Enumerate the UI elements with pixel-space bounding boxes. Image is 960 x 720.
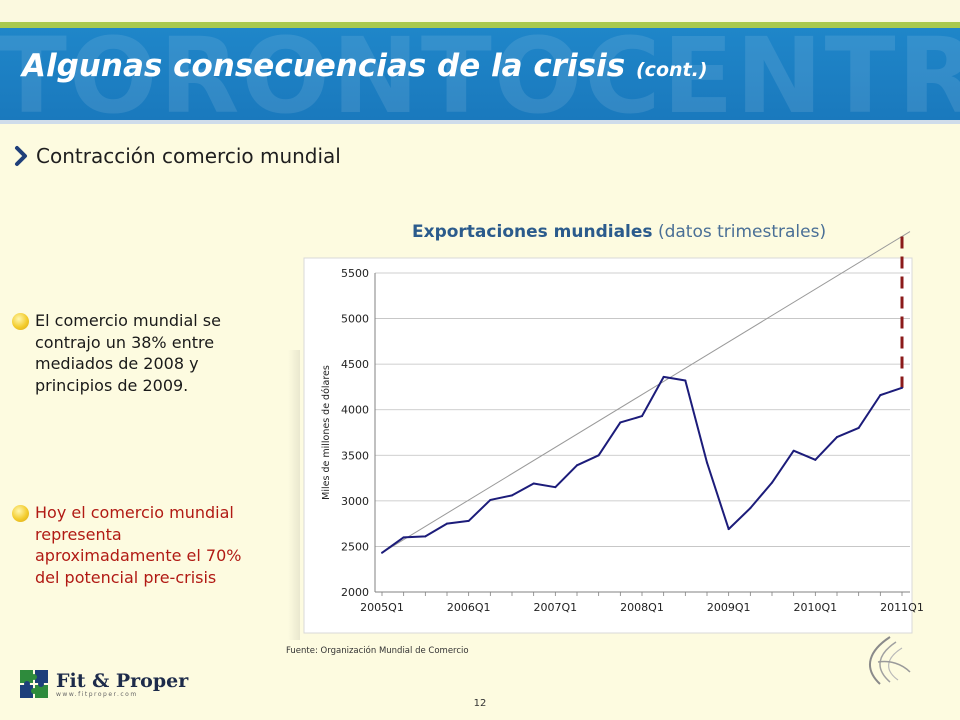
company-logo: Fit & Proper www.fitproper.com (18, 668, 188, 700)
data-point (684, 379, 687, 382)
y-axis-label: Miles de millones de dólares (321, 365, 332, 500)
data-point (489, 498, 492, 501)
data-point (814, 458, 817, 461)
bullet-item: El comercio mundial se contrajo un 38% e… (12, 310, 262, 396)
y-tick-label: 4000 (341, 404, 369, 417)
data-point (467, 519, 470, 522)
x-tick-label: 2007Q1 (534, 601, 578, 614)
source-note: Fuente: Organización Mundial de Comercio (286, 646, 469, 656)
logo-name: Fit & Proper (56, 669, 189, 692)
logo-url: www.fitproper.com (56, 690, 138, 698)
bullet-text: El comercio mundial se contrajo un 38% e… (35, 311, 221, 395)
header-watermark: TORONTOCENTRE (0, 28, 960, 120)
top-accent-line (0, 22, 960, 28)
x-tick-label: 2008Q1 (620, 601, 664, 614)
title-suffix: (cont.) (636, 59, 708, 81)
data-point (662, 375, 665, 378)
section-heading-text: Contracción comercio mundial (36, 144, 341, 168)
data-point (706, 461, 708, 464)
y-tick-label: 5500 (341, 267, 369, 280)
x-tick-label: 2011Q1 (880, 601, 924, 614)
data-point (532, 482, 535, 485)
data-point (749, 507, 752, 510)
x-tick-label: 2005Q1 (360, 601, 404, 614)
data-point (771, 481, 773, 484)
x-tick-label: 2010Q1 (794, 601, 838, 614)
y-tick-label: 3500 (341, 449, 369, 462)
chart-title-bold: Exportaciones mundiales (412, 222, 653, 242)
title-main: Algunas consecuencias de la crisis (22, 48, 626, 84)
data-point (901, 386, 903, 389)
y-tick-label: 2000 (341, 586, 369, 599)
y-tick-label: 2500 (341, 540, 369, 553)
bullet-dot-icon (12, 505, 29, 522)
chart-title: Exportaciones mundiales (datos trimestra… (412, 222, 826, 242)
swirl-logo-icon (869, 636, 911, 685)
data-point (857, 426, 860, 429)
trend-line (381, 231, 911, 554)
data-point (511, 494, 513, 497)
data-point (879, 394, 882, 397)
x-tick-label: 2006Q1 (447, 601, 491, 614)
y-tick-label: 3000 (341, 495, 369, 508)
bullet-item: Hoy el comercio mundial representa aprox… (12, 502, 262, 588)
data-point (597, 454, 600, 457)
page-number: 12 (473, 698, 487, 709)
bullet-text: Hoy el comercio mundial representa aprox… (35, 503, 242, 587)
chevron-right-icon (15, 146, 27, 166)
data-point (446, 522, 448, 525)
chart-title-rest: (datos trimestrales) (657, 222, 827, 242)
data-point (576, 464, 578, 467)
y-tick-label: 5000 (341, 313, 369, 326)
page-title: Algunas consecuencias de la crisis (cont… (22, 48, 708, 84)
puzzle-logo-icon (20, 670, 48, 698)
bullet-dot-icon (12, 313, 29, 330)
data-point (792, 449, 795, 452)
chart-panel (303, 257, 913, 634)
data-point (727, 528, 730, 531)
data-point (554, 486, 557, 489)
data-point (424, 535, 427, 538)
data-point (641, 415, 643, 418)
header-divider (0, 120, 960, 124)
x-tick-label: 2009Q1 (707, 601, 751, 614)
data-point (619, 421, 622, 424)
y-tick-label: 4500 (341, 358, 369, 371)
data-point (402, 536, 405, 539)
export-chart: 2000 2500 3000 3500 4000 4500 5000 5500 2005Q1 20… (303, 231, 924, 634)
data-point (836, 436, 838, 439)
data-point (381, 551, 383, 554)
section-heading: Contracción comercio mundial (12, 144, 341, 168)
header-band: TORONTOCENTRE (0, 28, 960, 120)
chart-shadow (288, 350, 300, 640)
